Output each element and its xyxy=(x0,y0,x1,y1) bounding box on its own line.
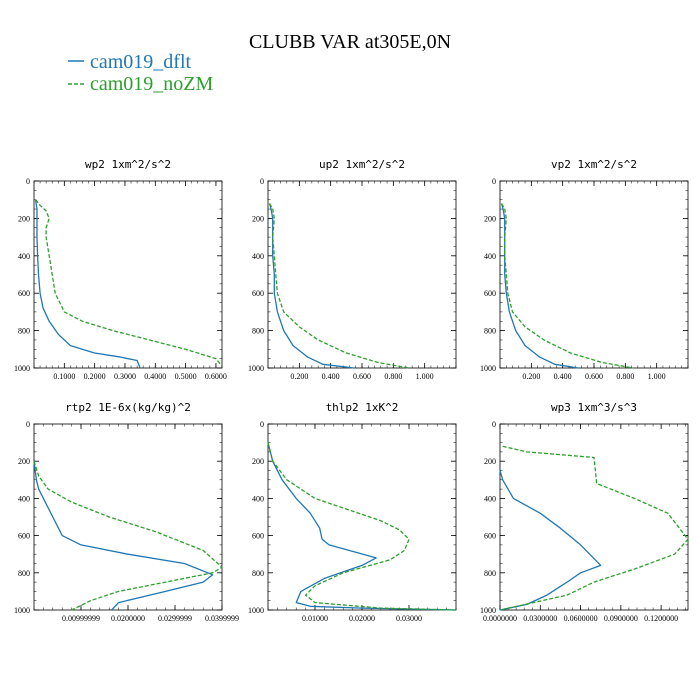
series-line-cam019_dflt xyxy=(268,203,355,369)
figure-title: CLUBB VAR at305E,0N xyxy=(249,31,451,53)
x-tick-label: 0.200 xyxy=(290,372,308,381)
x-tick-label: 0.800 xyxy=(616,372,634,381)
plot-frame xyxy=(267,423,457,611)
panel-title: wp2 1xm^2/s^2 xyxy=(85,158,171,171)
series-line-cam019_dflt xyxy=(500,203,579,369)
y-tick-label: 0 xyxy=(492,177,496,186)
y-tick-label: 1000 xyxy=(248,364,264,373)
panel-3: vp2 1xm^2/s^2 0 200 400 600 800 1000 0.200 0.400… xyxy=(480,158,689,381)
y-tick-label: 800 xyxy=(484,569,496,578)
x-tick-label: 0.1200000 xyxy=(644,614,678,623)
x-tick-label: 0.2000 xyxy=(84,372,106,381)
series-line-cam019_dflt xyxy=(267,442,457,611)
plot-frame xyxy=(33,423,223,611)
series-line-cam019_noZM xyxy=(269,203,410,369)
x-tick-label: 0.0399999 xyxy=(205,614,239,623)
y-tick-label: 200 xyxy=(252,457,264,466)
panel-title: wp3 1xm^3/s^3 xyxy=(551,401,637,414)
plot-frame xyxy=(499,180,689,369)
panel-1: wp2 1xm^2/s^2 0 200 400 600 800 1000 0.1000 0.20… xyxy=(14,158,227,381)
legend-label-nozm: cam019_noZM xyxy=(90,73,214,95)
y-tick-label: 800 xyxy=(18,327,30,336)
y-tick-label: 600 xyxy=(18,532,30,541)
y-tick-label: 1000 xyxy=(480,606,496,615)
y-tick-label: 800 xyxy=(252,327,264,336)
y-tick-label: 0 xyxy=(492,420,496,429)
series-line-cam019_noZM xyxy=(33,461,223,611)
y-tick-label: 600 xyxy=(252,532,264,541)
x-tick-label: 0.0299999 xyxy=(158,614,192,623)
x-tick-label: 0.400 xyxy=(322,372,340,381)
y-tick-label: 200 xyxy=(252,214,264,223)
plot-frame xyxy=(267,180,457,369)
y-tick-label: 400 xyxy=(18,252,30,261)
series-line-cam019_dflt xyxy=(34,199,141,369)
panel-title: rtp2 1E-6x(kg/kg)^2 xyxy=(65,401,191,414)
y-tick-label: 200 xyxy=(18,457,30,466)
y-tick-label: 800 xyxy=(484,327,496,336)
x-tick-label: 0.5000 xyxy=(175,372,197,381)
panel-4: rtp2 1E-6x(kg/kg)^2 0 200 400 600 800 1000 0.00… xyxy=(14,401,239,623)
y-tick-label: 0 xyxy=(260,420,264,429)
y-tick-label: 1000 xyxy=(480,364,496,373)
x-tick-label: 0.00999999 xyxy=(62,614,100,623)
x-tick-label: 0.200 xyxy=(522,372,540,381)
x-tick-label: 0.4000 xyxy=(144,372,166,381)
x-tick-label: 0.0900000 xyxy=(604,614,638,623)
y-tick-label: 200 xyxy=(484,457,496,466)
plot-frame xyxy=(33,180,223,369)
x-tick-label: 0.3000 xyxy=(114,372,136,381)
y-tick-label: 600 xyxy=(18,289,30,298)
panel-5: thlp2 1xK^2 0 200 400 600 800 1000 0.01000 0.020… xyxy=(248,401,457,623)
y-tick-label: 1000 xyxy=(248,606,264,615)
y-tick-label: 400 xyxy=(252,252,264,261)
panel-title: vp2 1xm^2/s^2 xyxy=(551,158,637,171)
panel-title: up2 1xm^2/s^2 xyxy=(319,158,405,171)
x-tick-label: 0.0000000 xyxy=(483,614,517,623)
y-tick-label: 400 xyxy=(484,252,496,261)
y-tick-label: 0 xyxy=(26,420,30,429)
y-tick-label: 0 xyxy=(260,177,264,186)
y-tick-label: 400 xyxy=(18,494,30,503)
y-tick-label: 600 xyxy=(484,289,496,298)
y-tick-label: 800 xyxy=(252,569,264,578)
y-tick-label: 600 xyxy=(484,532,496,541)
y-tick-label: 0 xyxy=(26,177,30,186)
legend-label-dflt: cam019_dflt xyxy=(90,51,192,73)
x-tick-label: 0.03000 xyxy=(396,614,422,623)
y-tick-label: 400 xyxy=(484,494,496,503)
y-tick-label: 400 xyxy=(252,494,264,503)
x-tick-label: 0.800 xyxy=(384,372,402,381)
x-tick-label: 0.0600000 xyxy=(564,614,598,623)
series-line-cam019_noZM xyxy=(499,445,689,611)
x-tick-label: 0.0200000 xyxy=(111,614,145,623)
x-tick-label: 1.000 xyxy=(416,372,434,381)
x-tick-label: 0.600 xyxy=(585,372,603,381)
series-line-cam019_dflt xyxy=(33,461,214,611)
x-tick-label: 0.6000 xyxy=(205,372,227,381)
y-tick-label: 600 xyxy=(252,289,264,298)
legend: cam019_dflt cam019_noZM xyxy=(68,51,214,95)
series-line-cam019_dflt xyxy=(499,470,602,611)
y-tick-label: 1000 xyxy=(14,606,30,615)
x-tick-label: 0.01000 xyxy=(302,614,328,623)
x-tick-label: 1.000 xyxy=(648,372,666,381)
y-tick-label: 200 xyxy=(484,214,496,223)
x-tick-label: 0.1000 xyxy=(53,372,75,381)
series-line-cam019_noZM xyxy=(34,199,223,367)
x-tick-label: 0.400 xyxy=(554,372,572,381)
series-line-cam019_noZM xyxy=(501,203,634,369)
y-tick-label: 200 xyxy=(18,214,30,223)
panels: wp2 1xm^2/s^2 0 200 400 600 800 1000 0.1000 0.20… xyxy=(14,158,689,623)
panel-2: up2 1xm^2/s^2 0 200 400 600 800 1000 0.200 0.400… xyxy=(248,158,457,381)
series-line-cam019_noZM xyxy=(267,442,457,611)
panel-title: thlp2 1xK^2 xyxy=(326,401,399,414)
x-tick-label: 0.02000 xyxy=(349,614,375,623)
x-tick-label: 0.600 xyxy=(353,372,371,381)
y-tick-label: 800 xyxy=(18,569,30,578)
y-tick-label: 1000 xyxy=(14,364,30,373)
x-tick-label: 0.0300000 xyxy=(523,614,557,623)
